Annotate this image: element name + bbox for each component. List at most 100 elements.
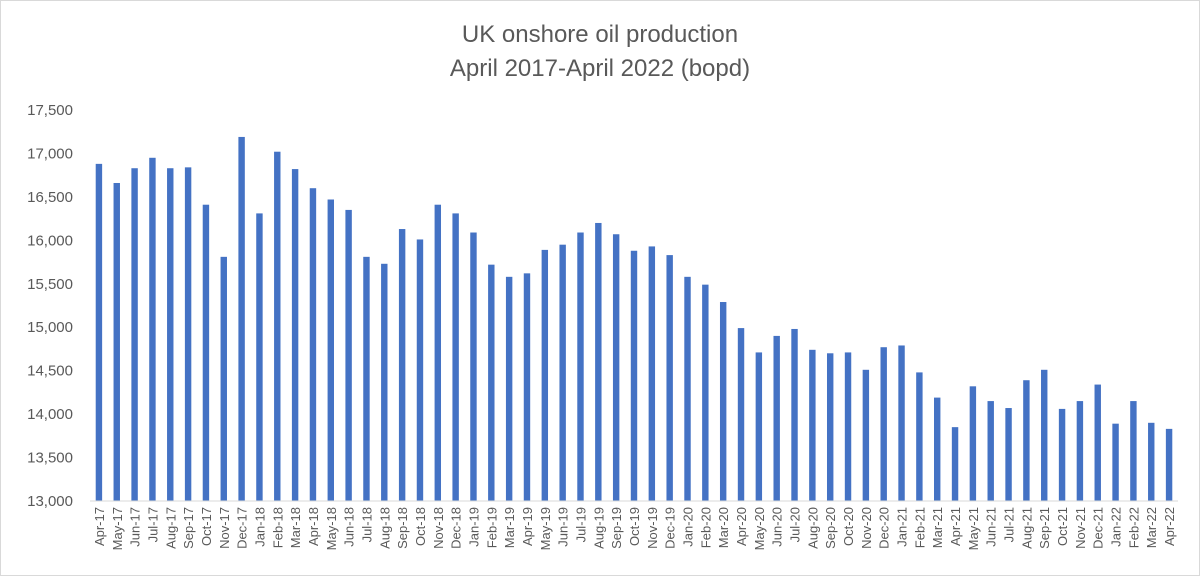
x-tick-label: Jul-20 — [788, 507, 803, 542]
x-tick-label: Jul-17 — [145, 507, 160, 542]
bar — [238, 136, 245, 501]
bar — [113, 182, 120, 502]
x-tick-label: Jun-20 — [770, 507, 785, 547]
x-tick-label: Jul-19 — [573, 507, 588, 542]
x-tick-label: Mar-20 — [716, 507, 731, 548]
bar — [1130, 401, 1137, 501]
x-tick-label: May-18 — [324, 507, 339, 550]
bar — [737, 328, 745, 501]
bar — [416, 239, 424, 501]
bar — [880, 347, 887, 501]
x-tick-label: Dec-19 — [663, 507, 678, 549]
bar — [844, 352, 852, 501]
bar — [559, 244, 566, 501]
bar — [149, 157, 156, 502]
x-tick-label: Dec-17 — [235, 507, 250, 549]
x-tick-label: May-20 — [752, 507, 767, 550]
y-tick-label: 17,000 — [27, 145, 73, 162]
bar — [1041, 369, 1048, 501]
x-tick-label: Aug-19 — [591, 507, 606, 549]
bar — [256, 213, 263, 501]
x-tick-label: Sep-17 — [181, 507, 196, 549]
x-tick-label: Jun-19 — [556, 507, 571, 547]
bar — [826, 353, 834, 501]
x-tick-label: Mar-22 — [1144, 507, 1159, 548]
x-tick-label: Apr-21 — [948, 507, 963, 546]
bar — [648, 246, 656, 501]
x-tick-label: Mar-21 — [930, 507, 945, 548]
x-tick-label: Jan-19 — [466, 507, 481, 547]
bar — [577, 232, 584, 501]
x-tick-label: Aug-18 — [377, 507, 392, 549]
x-tick-label: Dec-20 — [877, 507, 892, 549]
chart-title-line-2: April 2017-April 2022 (bopd) — [449, 55, 751, 82]
x-tick-label: Feb-21 — [912, 507, 927, 548]
x-tick-label: Oct-21 — [1055, 507, 1070, 546]
bar — [987, 401, 994, 501]
bar — [523, 273, 531, 501]
bar — [898, 345, 905, 501]
y-tick-label: 15,000 — [27, 319, 73, 336]
x-tick-label: Apr-17 — [92, 507, 107, 546]
bar — [862, 369, 870, 501]
bar — [595, 222, 602, 501]
bar — [755, 352, 763, 501]
bar — [345, 209, 352, 502]
x-tick-label: Oct-19 — [627, 507, 642, 546]
bar — [95, 163, 103, 501]
x-tick-label: Jun-17 — [128, 507, 143, 547]
x-tick-label: Apr-19 — [520, 507, 535, 546]
bar — [363, 256, 370, 501]
bar — [327, 199, 334, 501]
y-tick-label: 14,000 — [27, 406, 73, 423]
x-tick-label: Nov-18 — [431, 507, 446, 549]
y-tick-label: 16,000 — [27, 232, 73, 249]
x-tick-label: Jun-21 — [984, 507, 999, 547]
x-tick-label: May-21 — [966, 507, 981, 550]
x-tick-label: Sep-20 — [823, 507, 838, 549]
bar — [202, 204, 210, 501]
x-tick-label: Apr-18 — [306, 507, 321, 546]
bar — [719, 302, 727, 501]
x-tick-label: Aug-20 — [805, 507, 820, 549]
x-tick-label: Feb-18 — [270, 507, 285, 548]
bar — [612, 234, 620, 501]
bar — [220, 256, 227, 501]
x-tick-label: Jul-18 — [359, 507, 374, 542]
bar — [1094, 384, 1101, 501]
bar — [1005, 408, 1012, 501]
x-tick-label: Jul-21 — [1002, 507, 1017, 542]
bar — [1023, 380, 1030, 501]
x-tick-label: Jan-20 — [681, 507, 696, 547]
bar — [274, 151, 281, 501]
x-tick-label: Sep-19 — [609, 507, 624, 549]
x-tick-label: Feb-22 — [1126, 507, 1141, 548]
x-tick-label: Jan-22 — [1109, 507, 1124, 547]
y-tick-label: 16,500 — [27, 189, 73, 206]
x-tick-label: Nov-21 — [1073, 507, 1088, 549]
bar — [434, 204, 442, 501]
bar — [309, 188, 317, 501]
x-tick-label: Oct-18 — [413, 507, 428, 546]
x-tick-label: Feb-20 — [698, 507, 713, 548]
x-tick-label: Mar-18 — [288, 507, 303, 548]
bar — [773, 335, 780, 501]
bar — [381, 263, 388, 501]
y-tick-label: 14,500 — [27, 363, 73, 380]
x-tick-label: Nov-20 — [859, 507, 874, 549]
x-tick-label: Jun-18 — [342, 507, 357, 547]
x-tick-label: Apr-20 — [734, 507, 749, 546]
bar — [702, 284, 709, 501]
x-tick-label: May-19 — [538, 507, 553, 550]
y-tick-label: 13,500 — [27, 450, 73, 467]
x-tick-label: Mar-19 — [502, 507, 517, 548]
bar — [1165, 428, 1173, 501]
bar — [184, 167, 192, 501]
x-tick-label: Jan-21 — [895, 507, 910, 547]
bar — [934, 397, 941, 501]
y-tick-label: 13,000 — [27, 493, 73, 510]
y-tick-label: 17,500 — [27, 102, 73, 119]
bar — [488, 264, 495, 501]
bar — [630, 250, 638, 501]
